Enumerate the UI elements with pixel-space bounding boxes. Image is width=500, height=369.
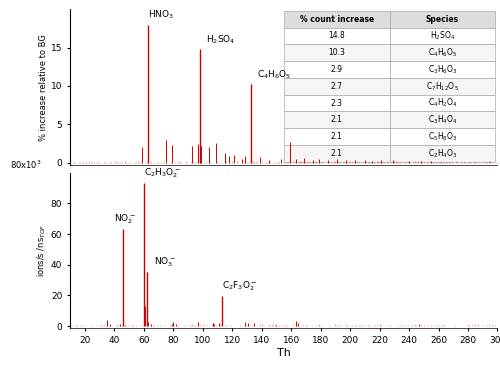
Y-axis label: % increase relative to BG: % increase relative to BG — [39, 34, 48, 141]
X-axis label: Th: Th — [277, 348, 290, 358]
Y-axis label: ions/s /ns$_{TOF}$: ions/s /ns$_{TOF}$ — [36, 224, 48, 277]
Text: 80x10$^3$: 80x10$^3$ — [10, 159, 42, 171]
Text: NO$_2^-$: NO$_2^-$ — [114, 213, 136, 227]
Text: C$_4$H$_6$O$_5$: C$_4$H$_6$O$_5$ — [257, 68, 292, 80]
Text: C$_2$H$_3$O$_2^-$: C$_2$H$_3$O$_2^-$ — [144, 167, 180, 180]
Text: NO$_3^-$: NO$_3^-$ — [154, 256, 176, 269]
Text: C$_2$F$_3$O$_2^-$: C$_2$F$_3$O$_2^-$ — [222, 280, 257, 293]
Text: HNO$_3$: HNO$_3$ — [148, 9, 174, 21]
Text: H$_2$SO$_4$: H$_2$SO$_4$ — [206, 34, 236, 46]
